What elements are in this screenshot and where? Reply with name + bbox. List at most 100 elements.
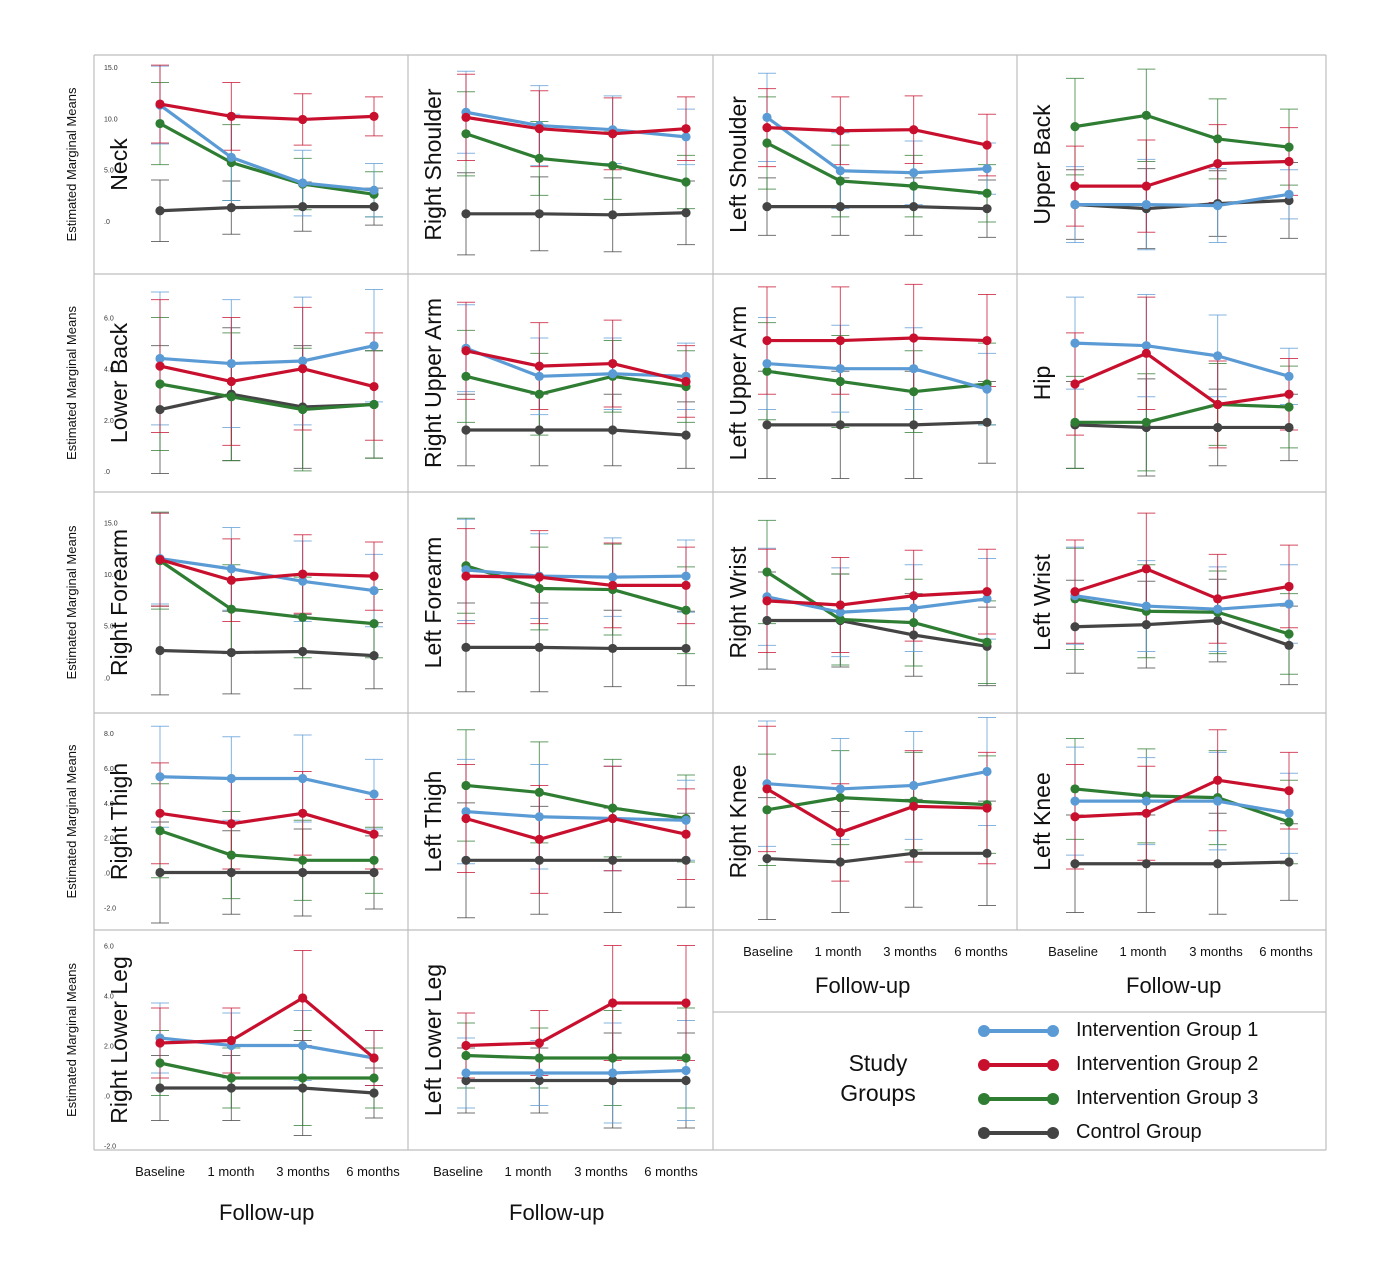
data-point-g3	[298, 404, 308, 415]
ytick-label: 4.0	[104, 994, 114, 1001]
x-tick-label: Baseline	[433, 1164, 483, 1179]
x-tick-label: 6 months	[346, 1164, 400, 1179]
data-point-g1	[226, 564, 236, 574]
ytick-label: 2.0	[104, 836, 114, 843]
data-point-ctrl	[608, 425, 618, 435]
series-line-g1	[766, 116, 988, 175]
data-point-ctrl	[982, 848, 992, 858]
data-point-g2	[226, 575, 236, 585]
data-point-g2	[534, 124, 544, 134]
series-line-g2	[465, 816, 687, 842]
data-point-g2	[461, 571, 471, 581]
ytick-label: .0	[104, 219, 110, 226]
data-point-g2	[762, 784, 772, 794]
series-line-g1	[465, 809, 687, 822]
data-point-ctrl	[835, 420, 845, 430]
panel-title: Left Forearm	[420, 537, 446, 669]
data-point-ctrl	[1141, 620, 1151, 630]
data-point-g1	[681, 1065, 691, 1076]
data-point-g2	[909, 801, 919, 811]
data-point-g1	[1213, 200, 1223, 211]
series-line-ctrl	[767, 420, 988, 427]
ytick-label: 6.0	[104, 316, 114, 323]
data-point-ctrl	[461, 425, 471, 435]
data-point-g2	[1141, 181, 1151, 191]
series-line-g3	[465, 132, 687, 184]
data-point-g2	[1141, 564, 1151, 574]
panel-title: Right Knee	[725, 765, 751, 879]
data-point-ctrl	[1213, 615, 1223, 626]
data-point-g1	[226, 358, 236, 369]
data-point-g2	[226, 376, 236, 387]
data-point-g1	[461, 1068, 471, 1078]
data-point-g2	[681, 124, 691, 134]
panel-grid-lines	[93, 54, 1327, 1151]
ytick-label: 2.0	[104, 418, 114, 425]
data-point-ctrl	[369, 651, 379, 661]
data-point-g3	[155, 826, 165, 836]
series-line-ctrl	[160, 1086, 375, 1095]
series-line-g1	[465, 568, 687, 579]
series-line-g2	[159, 558, 375, 582]
series-line-g2	[465, 115, 687, 136]
data-point-g3	[762, 138, 772, 148]
ytick-label: 6.0	[104, 766, 114, 773]
panel-title: Right Wrist	[725, 546, 751, 659]
ytick-label: 10.0	[104, 572, 118, 579]
data-point-g3	[369, 1073, 379, 1083]
data-point-ctrl	[762, 615, 772, 626]
y-axis-label: Estimated Marginal Means	[64, 306, 79, 460]
series-line-ctrl	[767, 618, 988, 648]
series-line-g2	[1074, 567, 1290, 601]
data-point-ctrl	[298, 646, 308, 657]
series-line-g1	[159, 344, 375, 366]
data-point-g1	[681, 815, 691, 825]
series-line-g2	[1074, 351, 1290, 407]
data-point-g1	[461, 806, 471, 817]
ytick-label: 15.0	[104, 520, 118, 527]
x-tick-label: 3 months	[883, 944, 937, 959]
data-point-g2	[608, 998, 618, 1008]
xlabel-followup-col4: Follow-up	[1126, 973, 1222, 998]
data-point-g3	[226, 1073, 236, 1083]
data-point-g2	[461, 1040, 471, 1051]
data-point-g3	[608, 803, 618, 813]
series-line-g2	[465, 574, 686, 588]
data-point-g3	[909, 181, 919, 191]
x-tick-label: Baseline	[743, 944, 793, 959]
data-point-g2	[1213, 594, 1223, 604]
data-point-g2	[909, 333, 919, 343]
series-line-ctrl	[159, 205, 374, 213]
data-point-g3	[534, 787, 544, 798]
data-point-g2	[298, 364, 308, 374]
series-line-ctrl	[1074, 423, 1289, 430]
data-point-ctrl	[298, 202, 308, 212]
legend-dot-g3	[1047, 1093, 1059, 1105]
series-line-g1	[159, 103, 375, 192]
data-point-ctrl	[909, 630, 919, 640]
ytick-label: 2.0	[104, 1044, 114, 1051]
series-line-g2	[465, 1001, 686, 1048]
ytick-label: 15.0	[104, 65, 118, 72]
data-point-g2	[982, 140, 992, 150]
series-line-g1	[466, 1068, 687, 1075]
panel-title: Left Lower Leg	[420, 964, 446, 1116]
data-point-g3	[369, 619, 379, 629]
data-point-g2	[369, 381, 379, 392]
data-point-g2	[298, 808, 308, 818]
data-point-g1	[155, 772, 165, 782]
data-point-g3	[155, 1058, 165, 1068]
data-point-g2	[369, 1053, 379, 1063]
data-point-g2	[155, 361, 165, 371]
data-point-g1	[608, 572, 618, 582]
data-point-ctrl	[534, 1075, 544, 1086]
data-point-ctrl	[608, 643, 618, 654]
data-point-g2	[608, 129, 618, 139]
data-point-g2	[1213, 399, 1223, 410]
panel-left-thigh: Left Thigh	[420, 729, 695, 919]
x-tick-label: 6 months	[954, 944, 1008, 959]
data-point-ctrl	[461, 642, 471, 652]
data-point-g1	[1070, 338, 1080, 348]
data-point-g2	[608, 580, 618, 591]
data-point-g3	[982, 637, 992, 647]
